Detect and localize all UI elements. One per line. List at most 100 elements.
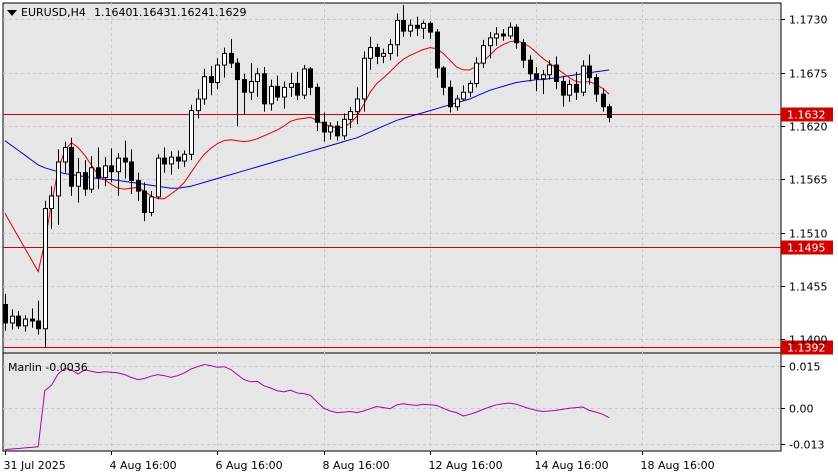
candle-body (23, 318, 28, 327)
candle-body (395, 19, 400, 46)
axes: 1.1730 1.1675 1.1620 1.1565 1.1510 1.1455 1.14… (4, 14, 828, 473)
candle-body (209, 76, 214, 84)
price-level-label: 1.1632 (787, 109, 826, 122)
candle-body (10, 315, 15, 324)
marlin-line (4, 363, 610, 451)
candle-body (488, 37, 493, 47)
candle-body (169, 156, 174, 165)
indicator-panel (2, 352, 782, 452)
candle-body (481, 45, 486, 64)
indicator-tick-label: 0.015 (789, 361, 821, 374)
candle-body (289, 82, 294, 88)
time-tick-label: 18 Aug 16:00 (641, 459, 715, 472)
candle-body (176, 156, 181, 162)
price-tick-label: 1.1510 (789, 228, 828, 241)
candle-body (362, 57, 367, 100)
horizontal-levels: 1.1632 1.1495 1.1392 (3, 107, 833, 355)
candle-body (136, 179, 141, 192)
candle-body (401, 19, 406, 32)
candle-body (49, 195, 54, 210)
candle-body (162, 157, 167, 165)
price-level-tag (781, 107, 833, 122)
candle-body (129, 161, 134, 181)
main-price-panel (2, 2, 782, 354)
candle-body (182, 153, 187, 162)
time-tick-label: 14 Aug 16:00 (535, 459, 609, 472)
candle-body (196, 98, 201, 112)
candle-body (528, 59, 533, 75)
candle-body (461, 91, 466, 100)
candle-body (202, 76, 207, 100)
indicator-label: Marlin -0.0036 (8, 361, 88, 374)
candle-body (421, 22, 426, 29)
candle-body (567, 83, 572, 96)
candle-body (96, 167, 101, 179)
symbol-label: EURUSD,H4 (21, 6, 86, 19)
candle-body (581, 65, 586, 93)
time-tick-label: 31 Jul 2025 (4, 459, 66, 472)
candle-body (255, 73, 260, 83)
candle-body (63, 146, 68, 163)
candle-body (501, 33, 506, 37)
price-tick-label: 1.1730 (789, 14, 828, 27)
candle-body (435, 31, 440, 69)
candle-body (249, 81, 254, 93)
candle-body (368, 47, 373, 59)
candle-body (16, 315, 21, 327)
candle-body (342, 118, 347, 137)
candle-body (215, 64, 220, 84)
candle-body (408, 24, 413, 32)
candle-body (109, 165, 114, 173)
candle-body (474, 62, 479, 84)
price-level-label: 1.1495 (787, 242, 826, 255)
candle-body (355, 98, 360, 113)
candle-body (56, 161, 61, 197)
indicator-tick-label: 0.00 (789, 403, 814, 416)
candle-body (302, 68, 307, 96)
candle-body (601, 93, 606, 108)
collapse-triangle-icon[interactable] (7, 10, 17, 16)
candle-body (508, 26, 513, 37)
candle-body (521, 42, 526, 61)
candle-body (262, 73, 267, 105)
candle-body (381, 52, 386, 57)
candle-body (415, 24, 420, 29)
candle-body (242, 79, 247, 93)
candle-body (229, 52, 234, 64)
price-tick-label: 1.1455 (789, 281, 828, 294)
candle-body (328, 125, 333, 133)
indicator-tick-label: -0.013 (789, 439, 824, 452)
price-level-tag (781, 240, 833, 255)
price-tick-label: 1.1620 (789, 121, 828, 134)
candle-body (455, 98, 460, 108)
candle-body (514, 26, 519, 44)
candle-body (388, 44, 393, 54)
candle-body (554, 64, 559, 83)
time-tick-label: 12 Aug 16:00 (429, 459, 503, 472)
price-tick-label: 1.1400 (789, 334, 828, 347)
ohlc-low: 1.1624 (170, 6, 209, 19)
candle-body (76, 172, 81, 187)
candle-body (448, 86, 453, 108)
candle-body (189, 110, 194, 155)
candle-body (587, 65, 592, 79)
candle-body (142, 190, 147, 213)
candle-body (123, 157, 128, 163)
time-tick-label: 6 Aug 16:00 (216, 459, 283, 472)
candle-body (607, 106, 612, 118)
candle-body (69, 146, 74, 187)
candle-body (3, 304, 8, 324)
ohlc-open: 1.1640 (94, 6, 133, 19)
candle-body (275, 85, 280, 98)
grid (3, 3, 781, 451)
candle-body (149, 196, 154, 213)
price-tick-label: 1.1565 (789, 174, 828, 187)
candle-body (494, 33, 499, 39)
candle-body (468, 82, 473, 93)
candle-body (594, 77, 599, 95)
candle-body (282, 86, 287, 98)
candle-body (315, 86, 320, 123)
candlesticks (3, 4, 612, 348)
candle-body (574, 83, 579, 93)
candle-body (348, 111, 353, 120)
